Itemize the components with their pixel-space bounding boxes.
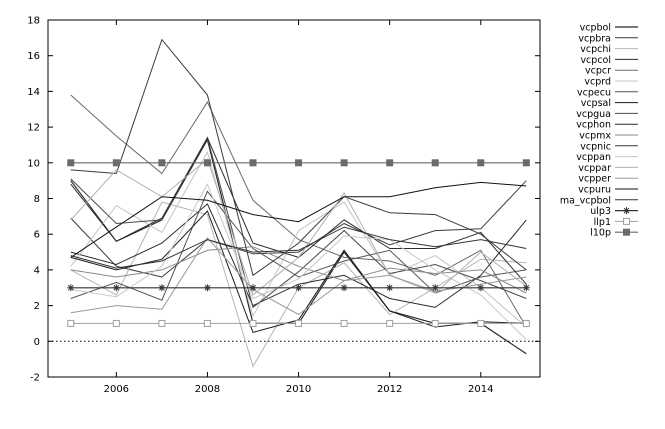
legend-label-vcpper: vcpper (578, 174, 611, 185)
series-line-vcpuru (70, 181, 527, 258)
data-point-l10p (386, 159, 394, 167)
y-tick-label: 16 (27, 51, 40, 62)
data-point-l10p (203, 159, 211, 167)
data-point-ulp3 (158, 284, 166, 292)
series-line-vcpsal (70, 210, 527, 334)
y-tick-label: 4 (34, 265, 40, 276)
asterisk-stroke (113, 284, 120, 291)
data-point-llp1 (295, 319, 303, 327)
data-point-l10p (158, 159, 166, 167)
y-tick-label: 10 (27, 158, 40, 169)
series-line-vcppar (70, 158, 527, 296)
data-point-ulp3 (477, 284, 485, 292)
legend-label-ma_vcpbol: ma_vcpbol (560, 195, 611, 206)
legend-label-vcprd: vcprd (584, 77, 611, 88)
data-point-ulp3 (386, 284, 394, 292)
data-point-ulp3 (67, 284, 75, 292)
y-tick-label: 6 (34, 230, 40, 241)
data-point-llp1 (249, 319, 257, 327)
data-point-l10p (477, 159, 485, 167)
data-point-l10p (522, 159, 530, 167)
data-point-llp1 (112, 319, 120, 327)
series-line-vcpcol (70, 203, 527, 308)
asterisk-stroke (250, 284, 256, 291)
legend-label-vcpuru: vcpuru (578, 185, 611, 196)
data-point-llp1 (477, 319, 485, 327)
y-tick-label: 18 (27, 16, 40, 27)
legend-label-vcpnic: vcpnic (580, 141, 611, 152)
legend-label-vcpmx: vcpmx (579, 131, 611, 142)
series-line-vcpmx (70, 246, 527, 294)
data-point-llp1 (158, 319, 166, 327)
asterisk-stroke (386, 284, 393, 291)
y-tick-label: 12 (27, 123, 40, 134)
asterisk-stroke (295, 284, 302, 291)
series-line-vcppan (70, 183, 527, 340)
x-tick-label: 2006 (104, 384, 129, 395)
asterisk-stroke (341, 284, 347, 291)
data-point-l10p (112, 159, 120, 167)
data-point-l10p (249, 159, 257, 167)
data-point-ulp3 (203, 284, 211, 292)
y-tick-label: 14 (27, 87, 40, 98)
asterisk-stroke (204, 284, 211, 291)
data-point-llp1 (203, 319, 211, 327)
y-tick-label: 2 (34, 301, 40, 312)
data-point-ulp3 (112, 284, 120, 292)
series-line-vcprd (70, 150, 527, 328)
legend-label-l10p: l10p (590, 228, 611, 239)
series-line-vcpbra (70, 180, 527, 278)
series-line-vcpnic (70, 38, 527, 277)
legend-label-vcpecu: vcpecu (577, 87, 611, 98)
y-tick-label: 8 (34, 194, 40, 205)
asterisk-stroke (523, 284, 530, 291)
legend-label-vcppan: vcppan (576, 152, 611, 163)
data-point-ulp3 (431, 284, 439, 292)
legend-marker-ulp3 (623, 207, 630, 215)
legend-label-vcpchi: vcpchi (580, 44, 611, 55)
data-point-llp1 (67, 319, 75, 327)
data-point-llp1 (386, 319, 394, 327)
legend-marker-llp1 (623, 217, 630, 225)
x-tick-label: 2008 (195, 384, 220, 395)
data-point-l10p (431, 159, 439, 167)
series-line-vcpgua (70, 136, 527, 309)
asterisk-stroke (623, 207, 630, 214)
data-point-ulp3 (249, 284, 257, 292)
data-point-ulp3 (522, 284, 530, 292)
series-line-vcpcr (70, 94, 527, 328)
asterisk-stroke (67, 284, 74, 291)
legend-label-ulp3: ulp3 (590, 206, 611, 217)
legend-label-vcphon: vcphon (576, 120, 611, 131)
asterisk-stroke (159, 284, 165, 291)
legend-label-vcpbra: vcpbra (578, 33, 611, 44)
data-point-l10p (340, 159, 348, 167)
x-tick-label: 2012 (377, 384, 402, 395)
legend-label-vcpcol: vcpcol (580, 55, 611, 66)
data-point-ulp3 (295, 284, 303, 292)
series-line-ma_vcpbol (70, 226, 527, 269)
asterisk-stroke (432, 284, 439, 291)
legend-label-vcpsal: vcpsal (581, 98, 611, 109)
data-point-l10p (295, 159, 303, 167)
asterisk-stroke (477, 284, 484, 291)
y-tick-label: -2 (30, 373, 40, 384)
data-point-l10p (67, 159, 75, 167)
data-point-llp1 (522, 319, 530, 327)
legend-label-llp1: llp1 (594, 217, 611, 228)
legend-label-vcpgua: vcpgua (576, 109, 611, 120)
legend-label-vcpbol: vcpbol (580, 23, 611, 34)
x-tick-label: 2014 (468, 384, 493, 395)
series-line-vcpper (70, 236, 527, 316)
data-point-llp1 (340, 319, 348, 327)
legend-marker-l10p (623, 228, 630, 236)
data-point-llp1 (431, 319, 439, 327)
y-tick-label: 0 (34, 337, 40, 348)
x-tick-label: 2010 (286, 384, 311, 395)
data-point-ulp3 (340, 284, 348, 292)
legend-label-vcppar: vcppar (578, 163, 611, 174)
legend-label-vcpcr: vcpcr (585, 66, 611, 77)
